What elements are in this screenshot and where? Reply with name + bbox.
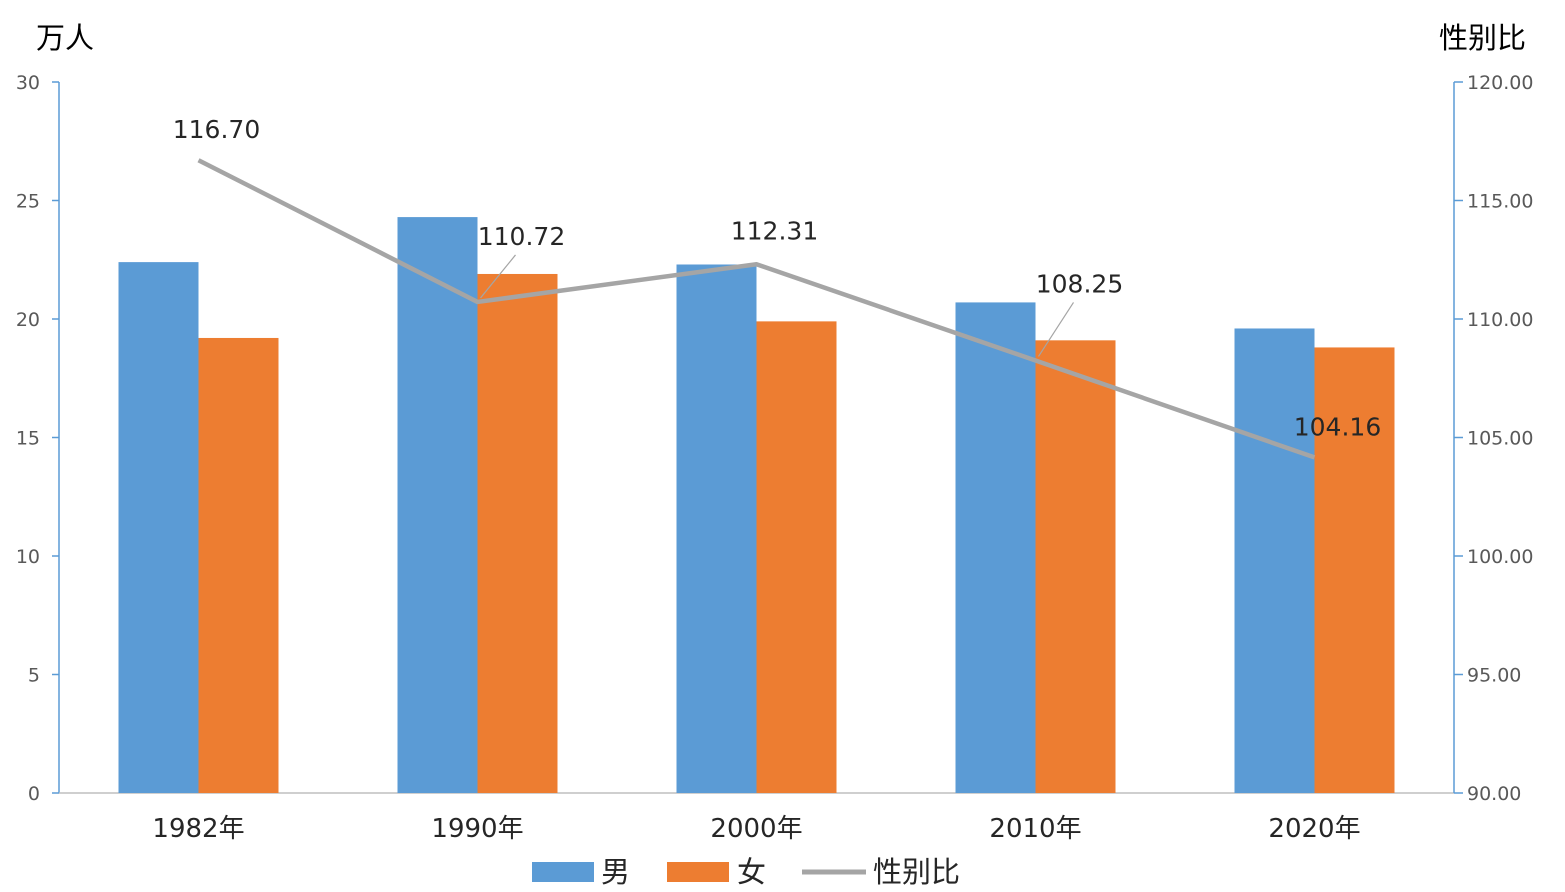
sex-ratio-polyline [197, 158, 1316, 460]
bar-female [198, 337, 279, 793]
legend-label-sex-ratio: 性别比 [873, 855, 960, 889]
legend-swatch-female [667, 862, 729, 882]
right-axis-unit: 性别比 [1439, 21, 1526, 55]
left-tick-label: 15 [16, 428, 40, 450]
left-tick-label: 0 [28, 783, 40, 805]
bar-male [676, 264, 757, 793]
data-label-sex-ratio: 116.70 [173, 115, 260, 144]
right-tick-label: 105.00 [1467, 428, 1533, 450]
left-tick-label: 20 [16, 309, 40, 331]
right-axis: 90.00 95.00 100.00 105.00 110.00 115.00 120.00 [1453, 72, 1533, 805]
category-label: 2020年 [1268, 814, 1360, 844]
bar-male [118, 262, 199, 793]
bar-female [1314, 347, 1395, 793]
data-label-sex-ratio: 110.72 [478, 222, 565, 251]
right-tick-label: 90.00 [1467, 783, 1521, 805]
left-tick-label: 5 [28, 665, 40, 687]
legend-label-male: 男 [601, 855, 630, 889]
left-axis-unit: 万人 [36, 21, 94, 55]
bar-female [477, 273, 558, 794]
category-label: 2010年 [989, 814, 1081, 844]
bar-male [955, 302, 1036, 793]
category-label: 1990年 [431, 814, 523, 844]
bars [118, 217, 1395, 794]
bar-male [1234, 328, 1315, 793]
left-axis: 0 5 10 15 20 25 30 [16, 72, 1454, 805]
bar-female [756, 321, 837, 793]
data-label-sex-ratio: 112.31 [731, 216, 818, 245]
left-tick-label: 25 [16, 191, 40, 213]
right-tick-label: 120.00 [1467, 72, 1533, 94]
bar-male [397, 217, 478, 794]
left-tick-label: 10 [16, 546, 40, 568]
left-tick-label: 30 [16, 72, 40, 94]
right-tick-label: 115.00 [1467, 191, 1533, 213]
bar-female [1035, 340, 1116, 793]
data-label-sex-ratio: 108.25 [1036, 269, 1123, 298]
sex-ratio-line: 116.70 110.72 112.31 108.25 104.16 [173, 115, 1381, 460]
legend-label-female: 女 [737, 855, 766, 889]
data-label-leader [1037, 302, 1075, 357]
category-label: 1982年 [152, 814, 244, 844]
right-tick-label: 95.00 [1467, 665, 1521, 687]
data-label-sex-ratio: 104.16 [1294, 412, 1381, 441]
category-label: 2000年 [710, 814, 802, 844]
right-tick-label: 100.00 [1467, 546, 1533, 568]
legend: 男 女 性别比 [532, 855, 960, 889]
data-label-leader [480, 254, 516, 299]
right-tick-label: 110.00 [1467, 309, 1533, 331]
category-labels: 1982年 1990年 2000年 2010年 2020年 [152, 814, 1360, 844]
legend-swatch-male [532, 862, 594, 882]
